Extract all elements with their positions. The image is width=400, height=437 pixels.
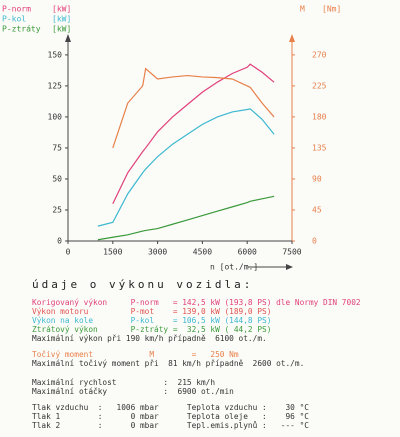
report-line: Maximální točivý moment při 81 km/h příp… <box>32 359 305 368</box>
report-line: Korigovaný výkon P-norm = 142,5 kW (193,… <box>32 298 361 307</box>
report-line: Maximální otáčky : 6900 ot./min <box>32 387 234 396</box>
y2-tick-label: 45 <box>312 205 322 214</box>
legend-unit: [kW] <box>52 5 71 14</box>
series-line <box>112 63 275 205</box>
y-tick-label: 75 <box>52 143 62 152</box>
y2-tick-label: 0 <box>312 237 317 246</box>
y-axis-arrow <box>65 34 71 42</box>
report-heading: údaje o výkonu vozidla: <box>32 278 254 291</box>
x-tick-label: 7500 <box>282 248 301 257</box>
report-line: Maximální výkon při 190 km/h případně 61… <box>32 334 267 343</box>
report-line: Výkon motoru P-mot = 139,0 kW (189,0 PS) <box>32 307 272 316</box>
y2-axis-arrow <box>289 34 295 42</box>
y2-tick-label: 180 <box>312 112 327 121</box>
x-tick-label: 6000 <box>238 248 257 257</box>
y-tick-label: 0 <box>57 237 62 246</box>
report-line: Maximální rychlost : 215 km/h <box>32 378 216 387</box>
legend-label: M <box>300 5 305 14</box>
legend-unit: [kW] <box>52 15 71 24</box>
y-tick-label: 150 <box>48 50 63 59</box>
x-tick-label: 1500 <box>103 248 122 257</box>
x-tick-label: 3000 <box>148 248 167 257</box>
report-line: Výkon na kole P-kol = 106,5 kW (144,8 PS… <box>32 316 272 325</box>
y2-tick-label: 270 <box>312 50 327 59</box>
series-line <box>112 67 275 149</box>
y-tick-label: 100 <box>48 112 63 121</box>
legend-label: P-ztráty <box>2 25 41 34</box>
y2-tick-label: 135 <box>312 143 327 152</box>
report-line: Tlak vzduchu : 1006 mbar Teplota vzduchu… <box>32 403 309 412</box>
series-line <box>97 195 275 241</box>
legend-unit: [Nm] <box>322 5 341 14</box>
report-line: Ztrátový výkon P-ztráty = 32,5 kW ( 44,2… <box>32 325 272 334</box>
legend-unit: [kW] <box>52 25 71 34</box>
legend-label: P-kol <box>2 15 26 24</box>
report-line: Tlak 1 : 0 mbar Teplota oleje : 96 °C <box>32 412 309 421</box>
x-tick-label: 4500 <box>193 248 212 257</box>
x-tick-label: 0 <box>66 248 71 257</box>
y-tick-label: 25 <box>52 205 62 214</box>
chart: n [ot./m.] [kW] [kW] [kW] [Nm] 0 25 50 75 10… <box>2 5 341 272</box>
legend-label: P-norm <box>2 5 31 14</box>
y-tick-label: 125 <box>48 81 63 90</box>
report-line: Tlak 2 : 0 mbar Tepl.emis.plynů : --- °C <box>32 421 309 430</box>
y2-tick-label: 90 <box>312 174 322 183</box>
x-label-arrowhead <box>286 264 293 270</box>
report-line: Točivý moment M = 250 Nm <box>32 350 239 359</box>
y-tick-label: 50 <box>52 174 62 183</box>
y2-tick-label: 225 <box>312 81 327 90</box>
x-axis-label: n [ot./m.] <box>210 263 258 272</box>
series-line <box>97 108 275 227</box>
